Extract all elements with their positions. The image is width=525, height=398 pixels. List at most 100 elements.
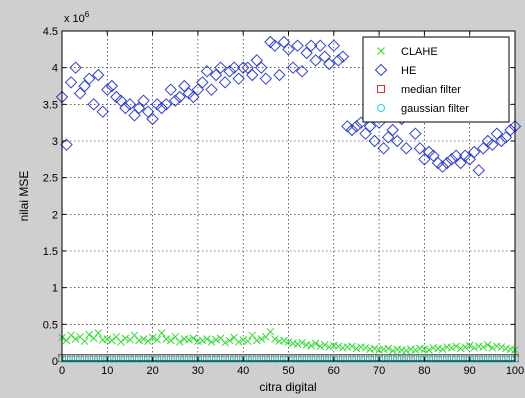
data-point [264,35,277,49]
data-point [438,345,447,354]
data-point [370,354,379,363]
data-point [110,90,123,104]
data-point [307,354,316,363]
data-point [341,120,354,133]
data-point [465,341,474,350]
data-point [166,354,175,363]
data-point [479,343,488,351]
data-point [449,149,463,162]
data-point [144,354,153,363]
data-point [488,343,497,352]
data-point [78,79,91,93]
data-point [388,354,397,363]
data-point [71,335,80,343]
data-point [60,138,73,151]
data-point [218,76,232,89]
x-tick-label: 40 [237,365,249,377]
y-tick-label: 3 [52,136,58,148]
data-point [153,354,162,363]
data-point [203,335,211,343]
data-point [252,354,261,363]
data-point [155,101,168,115]
data-point [438,354,447,363]
data-point [309,54,322,67]
data-point [92,68,105,82]
data-point [80,354,89,363]
data-point [402,346,411,355]
data-point [103,335,112,343]
data-point [379,354,388,363]
data-point [298,354,307,363]
data-point [132,101,146,115]
data-point [279,354,288,363]
data-point [413,142,427,155]
data-point [375,354,384,363]
data-point [80,337,89,346]
data-point [182,87,196,100]
data-point [137,94,150,107]
data-point [463,153,476,166]
data-point [418,153,431,166]
y-tick-label: 0 [52,356,58,368]
data-point [207,338,216,346]
data-point [178,79,191,93]
data-point [243,354,252,363]
data-point [198,336,207,345]
data-point [257,354,266,363]
data-point [425,346,433,354]
data-point [304,39,318,52]
data-point [94,354,103,363]
data-point [470,343,479,352]
data-point [411,354,420,363]
data-point [107,354,116,363]
data-point [481,134,495,148]
data-point [275,354,284,363]
data-point [234,338,243,346]
data-point [250,54,263,67]
data-point [472,164,485,177]
data-point [180,354,189,363]
data-point [479,354,488,363]
data-point [307,341,316,350]
x-tick-label: 60 [328,365,340,377]
x-tick-label: 100 [506,365,524,377]
data-point [388,346,397,355]
data-point [352,354,361,363]
data-point [332,54,345,67]
data-point [415,354,424,363]
data-point [293,340,302,348]
data-point [359,127,372,140]
data-point [71,354,80,363]
data-point [196,76,209,89]
data-point [67,354,76,363]
y-exponent-label: x 106 [64,10,90,25]
data-point [144,337,152,346]
data-point [483,354,492,363]
x-tick-label: 10 [101,365,113,377]
y-tick-label: 4 [52,63,58,75]
data-point [311,339,320,348]
legend-marker [377,104,385,112]
data-point [82,72,96,85]
data-point [255,61,268,74]
data-point [89,354,98,363]
data-point [454,156,467,170]
data-point [429,354,438,363]
data-point [216,354,225,363]
data-point [261,354,270,363]
data-point [320,354,329,363]
data-point [409,127,422,140]
x-tick-label: 20 [146,365,158,377]
data-point [490,127,504,140]
legend-label: gaussian filter [401,103,469,115]
series-gaussian-filter [58,354,519,363]
data-point [202,354,211,363]
data-point [386,123,399,137]
data-point [119,101,132,115]
data-point [325,354,334,363]
data-point [271,335,279,343]
data-point [187,90,200,104]
data-point [146,112,159,126]
data-point [239,335,248,344]
data-point [406,354,415,363]
